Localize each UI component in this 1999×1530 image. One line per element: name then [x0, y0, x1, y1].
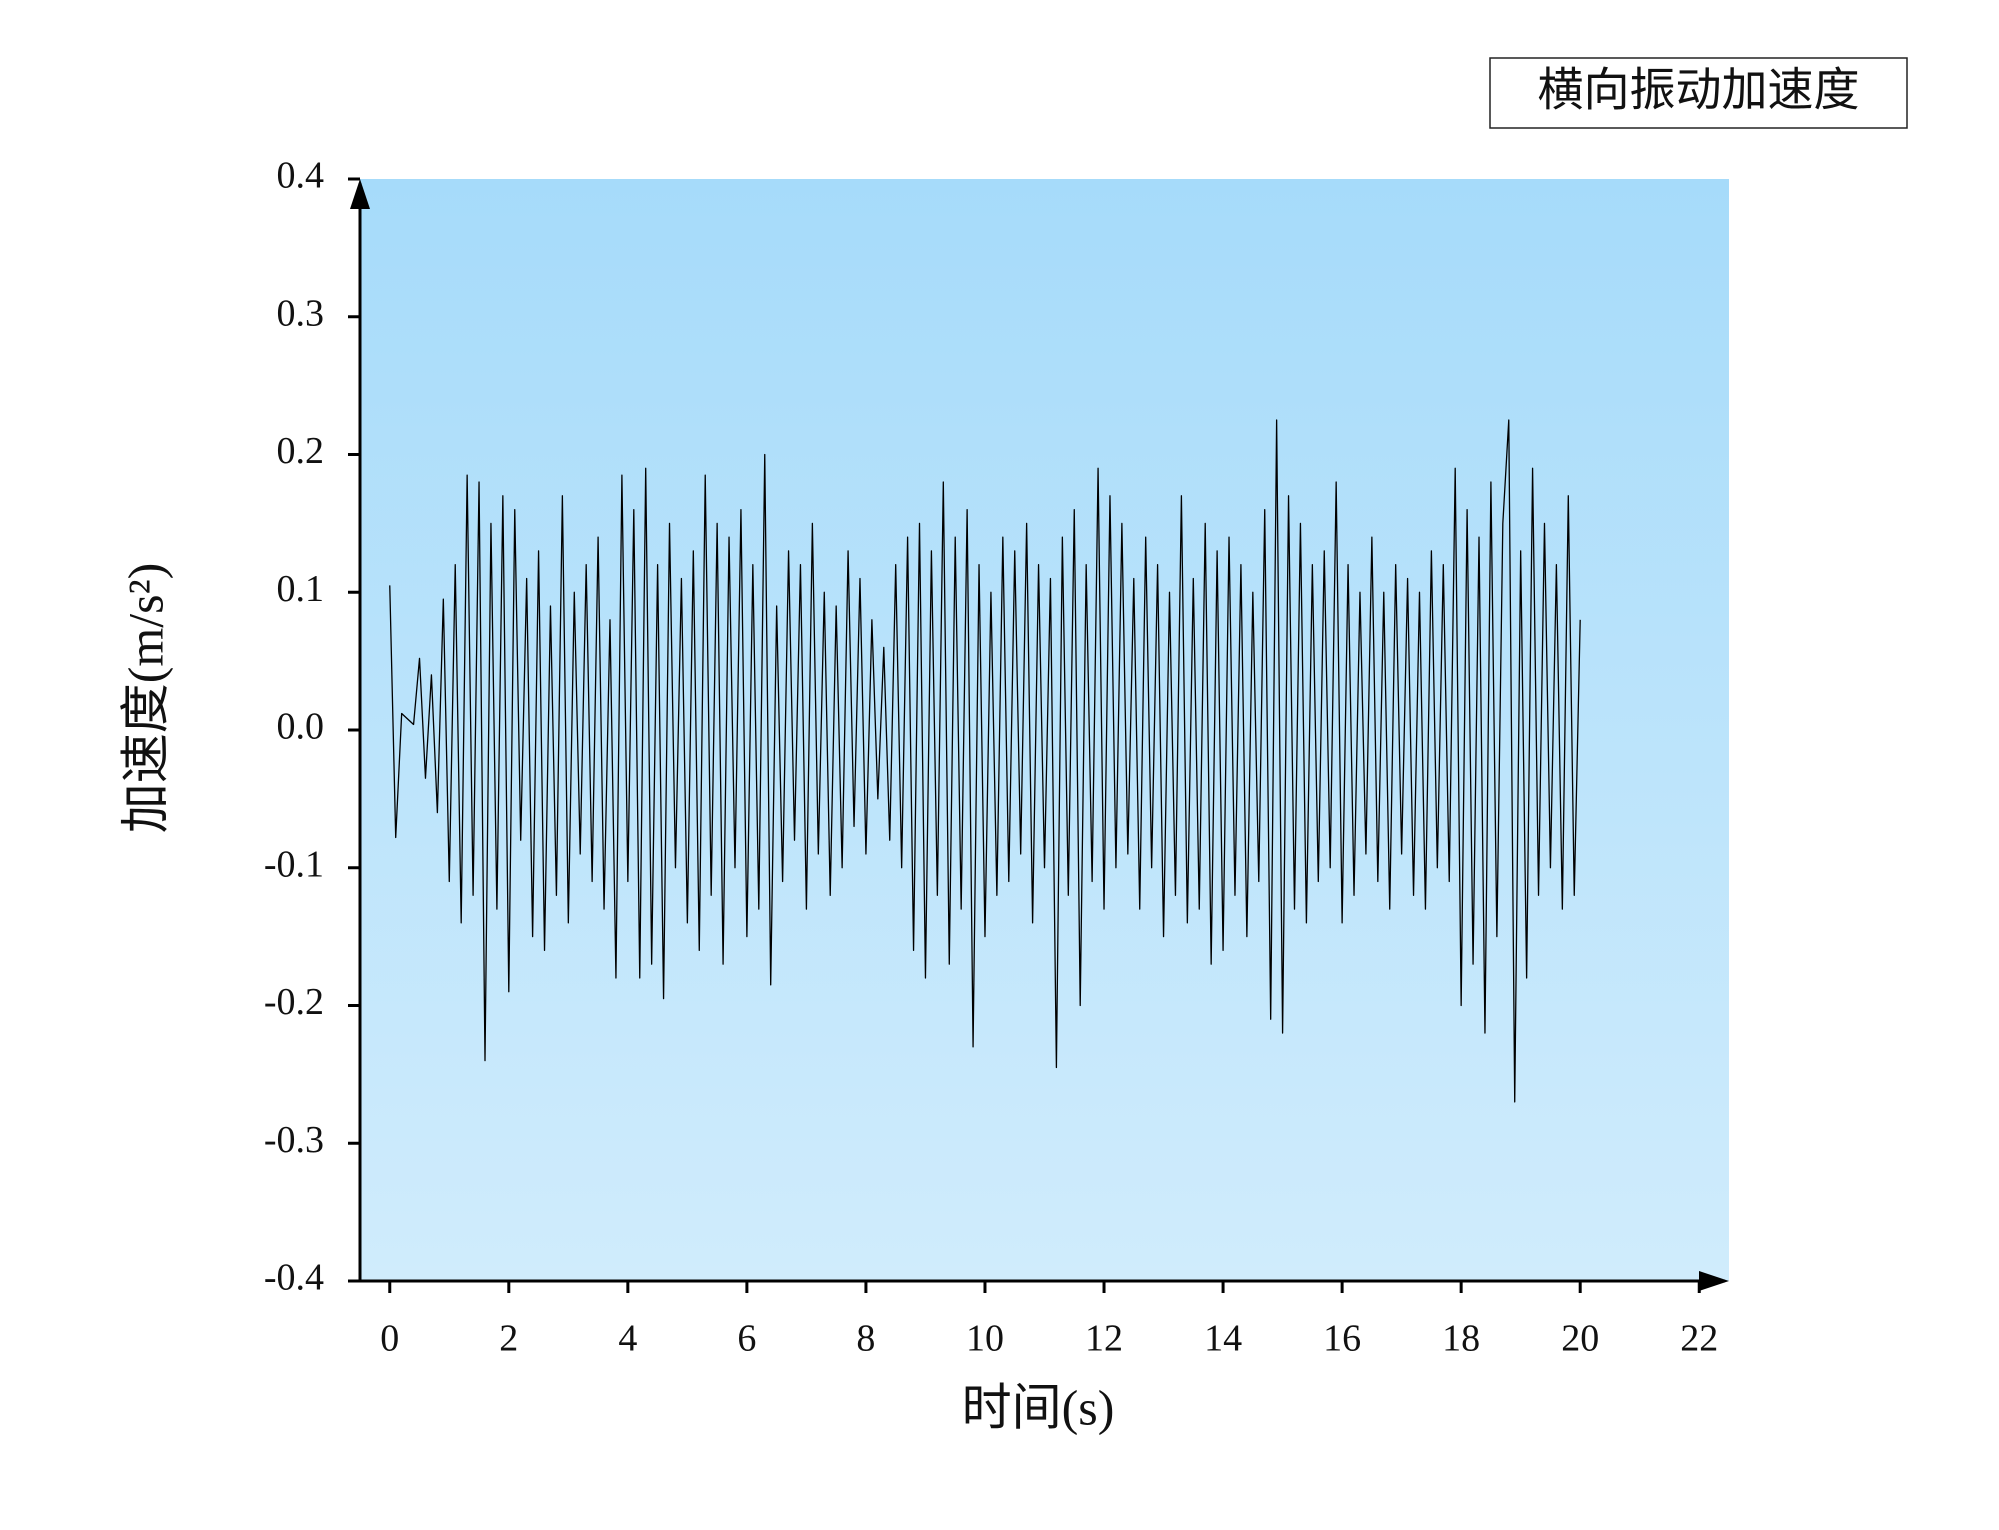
- y-axis-arrow: [350, 179, 370, 209]
- legend: 横向振动加速度: [1489, 57, 1908, 129]
- x-tick-label: 14: [1204, 1318, 1242, 1360]
- x-tick-label: 2: [499, 1318, 518, 1360]
- x-tick-label: 22: [1680, 1318, 1718, 1360]
- x-tick-label: 18: [1442, 1318, 1480, 1360]
- x-tick-label: 20: [1561, 1318, 1599, 1360]
- x-axis-arrow: [1699, 1271, 1729, 1291]
- x-tick-label: 12: [1085, 1318, 1123, 1360]
- y-tick-label: 0.2: [277, 430, 325, 472]
- y-tick-label: 0.3: [277, 292, 325, 334]
- y-axis-label: 加速度(m/s²): [117, 563, 173, 834]
- y-tick-label: 0.0: [277, 706, 325, 748]
- y-tick-label: -0.3: [264, 1119, 324, 1161]
- x-tick-label: 16: [1323, 1318, 1361, 1360]
- y-tick-label: -0.4: [264, 1257, 324, 1299]
- data-line: [389, 419, 1581, 1103]
- x-tick-label: 10: [966, 1318, 1004, 1360]
- x-tick-label: 6: [737, 1318, 756, 1360]
- legend-box: [1489, 57, 1908, 129]
- x-axis-label: 时间(s): [962, 1379, 1115, 1435]
- y-tick-label: -0.1: [264, 843, 324, 885]
- legend-label: 横向振动加速度: [1538, 65, 1860, 116]
- x-tick-label: 0: [380, 1318, 399, 1360]
- y-tick-label: 0.1: [277, 568, 325, 610]
- plot-background: [360, 179, 1729, 1281]
- x-tick-label: 8: [856, 1318, 875, 1360]
- x-tick-label: 4: [618, 1318, 637, 1360]
- y-tick-label: 0.4: [277, 155, 325, 197]
- y-tick-label: -0.2: [264, 981, 324, 1023]
